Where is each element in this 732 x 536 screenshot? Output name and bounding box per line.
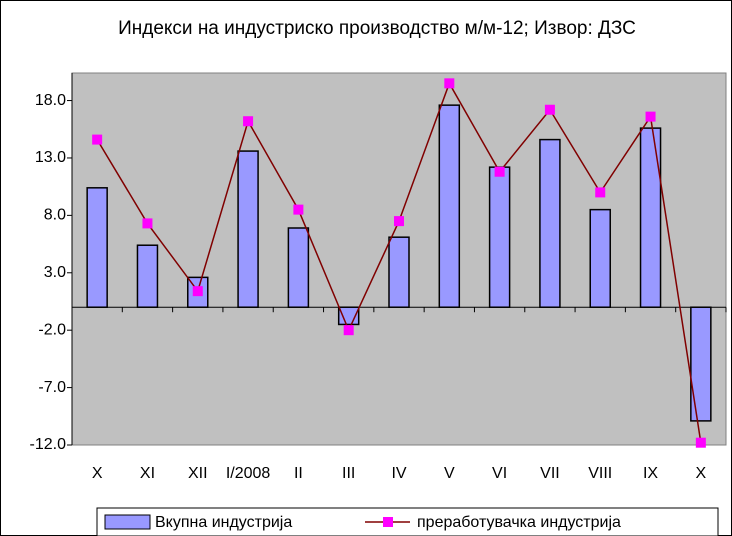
legend-marker (383, 517, 393, 527)
bar (86, 187, 108, 308)
x-tick-label: IV (391, 465, 406, 482)
x-tick-label: VI (492, 465, 507, 482)
x-tick-label: IX (643, 465, 658, 482)
bar (237, 150, 259, 308)
y-tick-label: 8.0 (44, 207, 66, 224)
x-tick-label: XII (188, 465, 208, 482)
bar (136, 244, 159, 308)
y-tick-label: -2.0 (38, 321, 66, 338)
bar (539, 138, 561, 308)
bar (287, 227, 310, 308)
marker (293, 204, 304, 215)
bar (388, 236, 410, 308)
chart-title: Индекси на индустриско производство м/м-… (118, 18, 636, 39)
marker (92, 134, 103, 145)
bar (690, 306, 712, 422)
marker (394, 216, 404, 227)
y-tick-label: -7.0 (38, 379, 66, 396)
bar (488, 166, 511, 308)
marker (595, 187, 606, 198)
x-tick-label: X (696, 465, 707, 482)
bar (639, 127, 662, 308)
x-tick-label: XI (140, 465, 155, 482)
bar (589, 208, 611, 308)
x-tick-label: I/2008 (226, 465, 271, 482)
y-tick-label: 13.0 (35, 149, 66, 166)
legend-label: Вкупна индустрија (155, 514, 292, 531)
marker (695, 437, 706, 448)
marker (444, 78, 455, 89)
y-tick-label: 3.0 (44, 264, 66, 281)
marker (494, 166, 505, 177)
marker (243, 116, 254, 127)
bar (438, 104, 461, 308)
marker (142, 218, 153, 229)
x-tick-label: V (444, 465, 455, 482)
legend-swatch (104, 514, 151, 530)
x-tick-label: III (342, 465, 355, 482)
x-tick-label: II (294, 465, 303, 482)
marker (343, 325, 354, 336)
y-tick-label: -12.0 (30, 436, 67, 453)
x-tick-label: VII (540, 465, 560, 482)
y-tick-label: 18.0 (35, 92, 66, 109)
marker (645, 111, 656, 122)
marker (544, 104, 555, 115)
x-tick-label: X (92, 465, 103, 482)
x-tick-label: VIII (588, 465, 612, 482)
marker (192, 286, 203, 297)
legend-label: преработувачка индустрија (417, 514, 621, 531)
